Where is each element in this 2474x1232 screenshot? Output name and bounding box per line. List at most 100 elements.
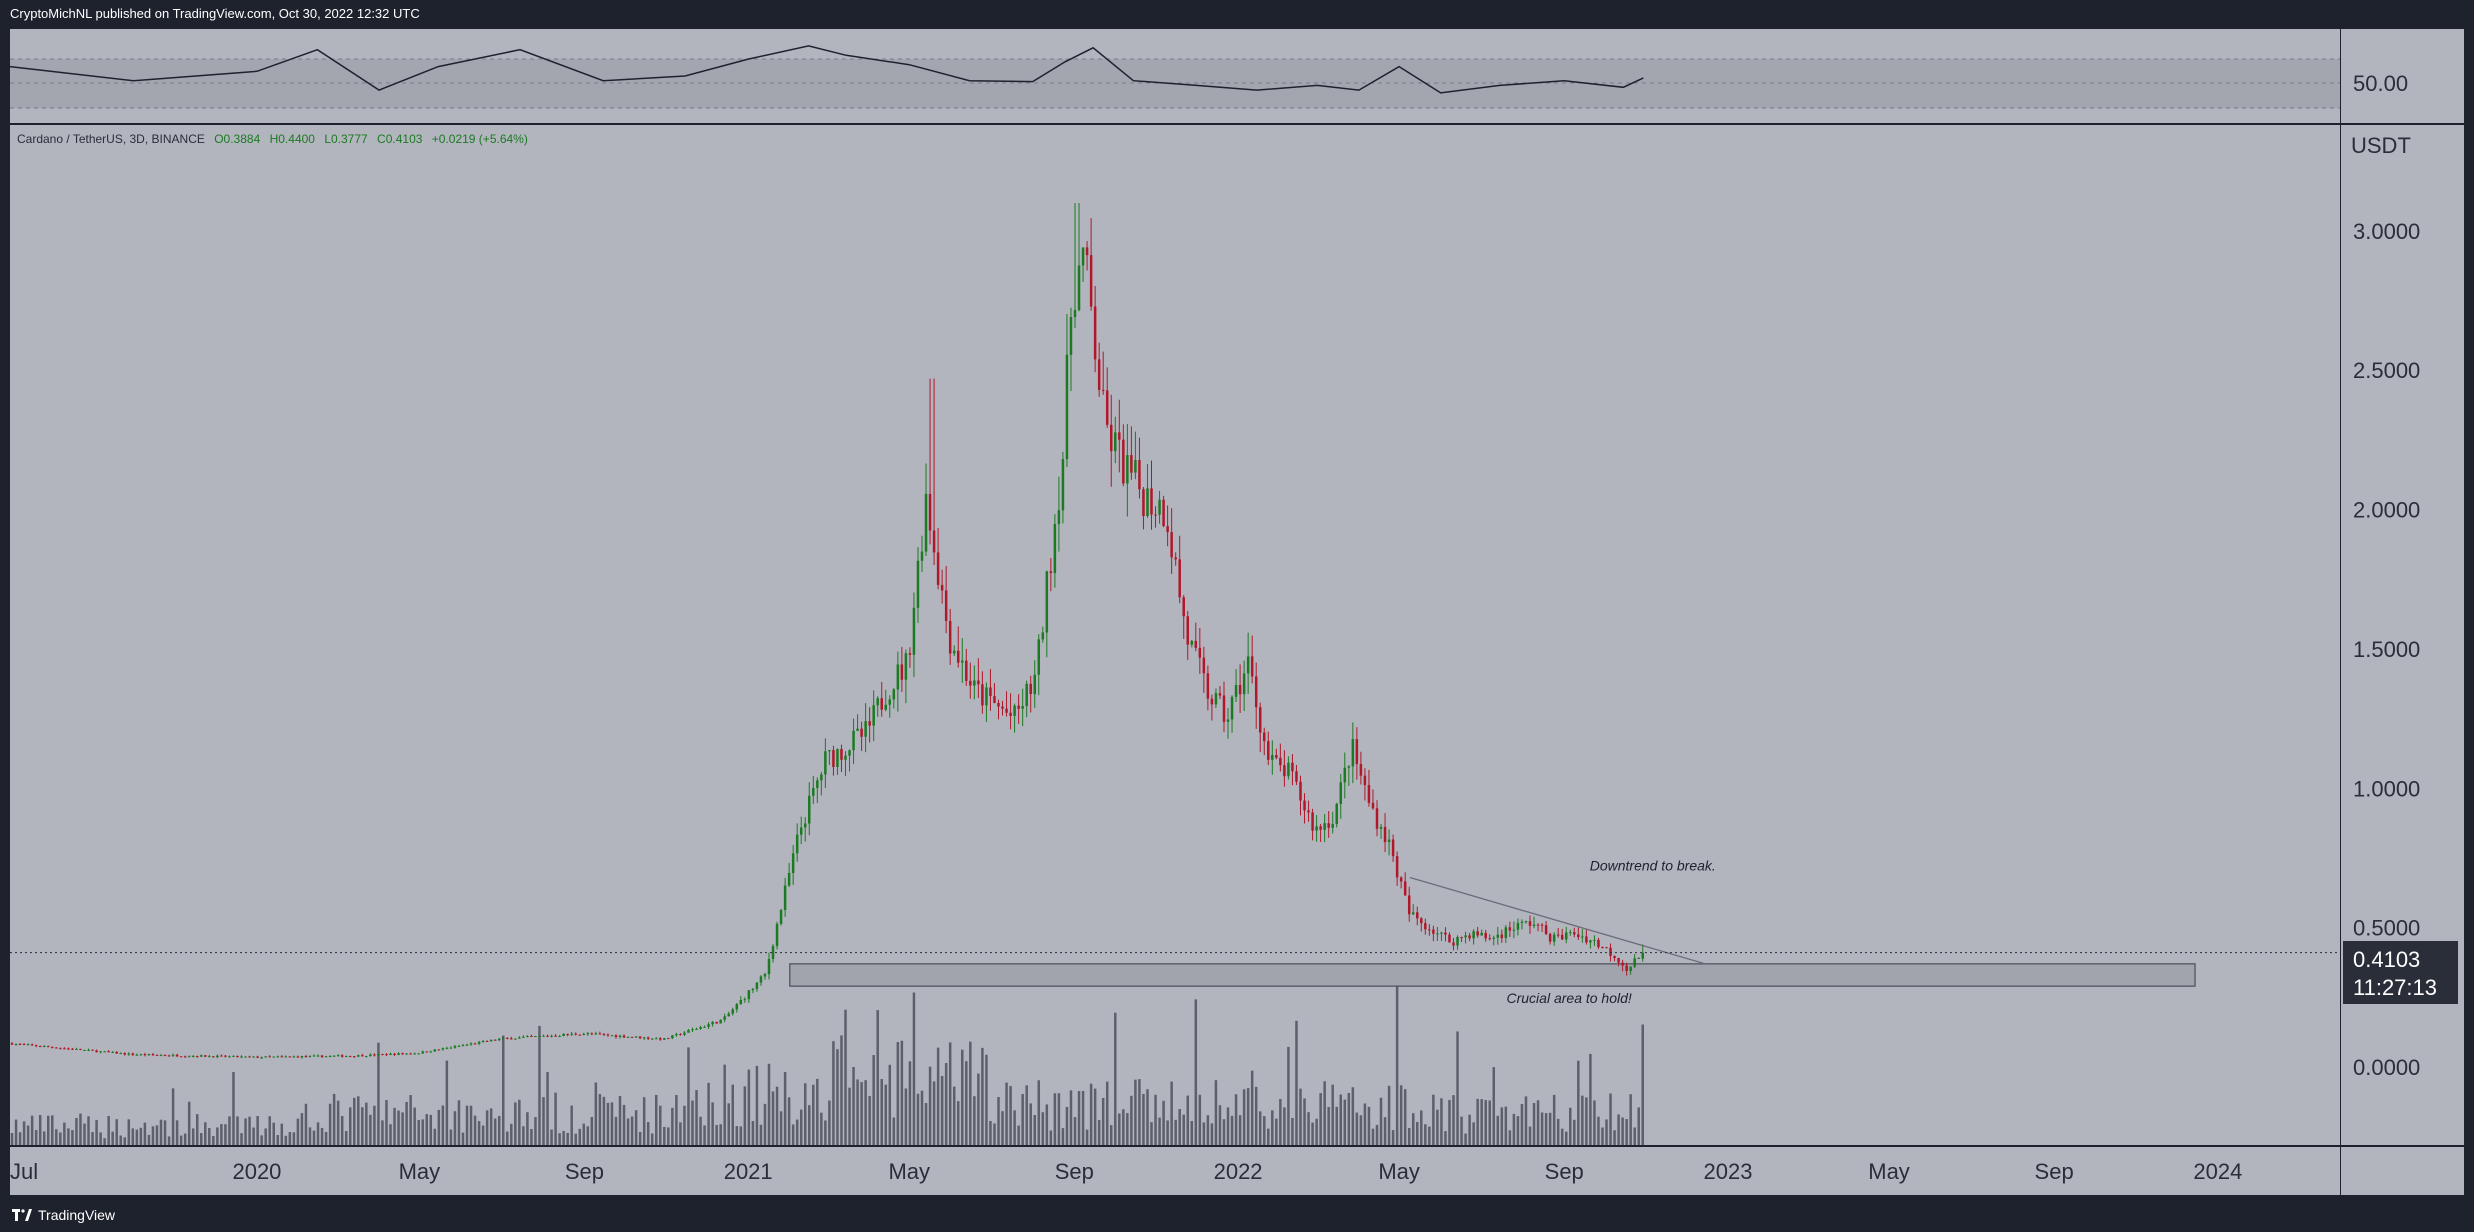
candle-body [1601, 947, 1604, 949]
volume-bar [961, 1049, 964, 1145]
candle-body [1605, 947, 1608, 949]
tradingview-logo-icon [12, 1209, 32, 1221]
time-tick: Jul [10, 1159, 38, 1184]
volume-bar [489, 1108, 493, 1145]
volume-bar [220, 1124, 223, 1145]
volume-bar [888, 1064, 892, 1145]
volume-bar [328, 1103, 332, 1145]
candle-body [393, 1053, 396, 1055]
volume-bar [1142, 1093, 1145, 1145]
volume-bar [1154, 1094, 1157, 1145]
candle-body [312, 1055, 316, 1057]
volume-bar [183, 1133, 187, 1145]
candle-body [1403, 881, 1407, 896]
volume-bar [353, 1097, 356, 1145]
candle-body [1142, 489, 1145, 517]
volume-bar [868, 1095, 871, 1145]
time-tick: May [888, 1159, 930, 1184]
volume-bar [1500, 1107, 1504, 1145]
candle-body [272, 1056, 275, 1058]
candle-body [558, 1036, 561, 1038]
rsi-price-scale[interactable] [2341, 29, 2464, 123]
volume-bar [1033, 1115, 1036, 1145]
candle-body [1411, 912, 1415, 915]
candle-body [421, 1051, 424, 1054]
volume-bar [1424, 1124, 1427, 1145]
footer-brand[interactable]: TradingView [0, 1198, 2474, 1232]
candle-body [26, 1044, 30, 1046]
volume-bar [284, 1135, 288, 1145]
candle-body [1311, 812, 1314, 831]
candle-body [1017, 705, 1020, 709]
candle-body [1456, 936, 1459, 946]
volume-bar [1528, 1126, 1532, 1145]
candle-body [1287, 762, 1290, 777]
candle-body [868, 721, 871, 726]
volume-bar [437, 1109, 441, 1145]
time-tick: May [1378, 1159, 1420, 1184]
volume-bar [348, 1107, 352, 1145]
candle-body [856, 728, 859, 731]
volume-bar [155, 1125, 159, 1145]
candle-body [1387, 839, 1391, 843]
candle-body [675, 1034, 678, 1036]
volume-bar [272, 1122, 275, 1145]
candle-body [530, 1036, 533, 1038]
support-zone-box[interactable] [789, 963, 2196, 987]
volume-bar [687, 1047, 690, 1145]
volume-bar [582, 1123, 586, 1145]
downtrend-annotation[interactable]: Downtrend to break. [1590, 857, 1716, 873]
volume-bar [1311, 1122, 1314, 1145]
candle-body [187, 1056, 191, 1058]
candle-body [1053, 524, 1057, 574]
volume-bar [542, 1097, 545, 1145]
volume-bar [912, 992, 916, 1145]
volume-bar [1234, 1094, 1238, 1145]
candle-body [1452, 942, 1455, 946]
volume-bar [453, 1111, 457, 1145]
candle-body [755, 982, 759, 989]
volume-bar [344, 1131, 348, 1145]
candle-body [767, 958, 771, 975]
candle-body [469, 1043, 473, 1045]
candle-body [300, 1056, 304, 1058]
candle-body [131, 1053, 135, 1055]
candle-body [526, 1036, 529, 1038]
candle-body [582, 1033, 586, 1035]
candle-body [1134, 460, 1137, 473]
volume-bar [465, 1105, 469, 1145]
volume-bar [1315, 1118, 1318, 1145]
downtrend-line[interactable] [1409, 876, 1706, 965]
volume-bar [860, 1082, 863, 1145]
volume-bar [1508, 1130, 1512, 1145]
candle-body [936, 552, 940, 585]
volume-bar [884, 1084, 888, 1145]
volume-bar [373, 1105, 376, 1145]
time-scale[interactable] [10, 1147, 2340, 1195]
volume-bar [590, 1116, 594, 1145]
volume-bar [510, 1123, 513, 1145]
volume-bar [779, 1111, 783, 1145]
candle-body [1073, 310, 1077, 318]
volume-bar [481, 1125, 485, 1145]
volume-bar [775, 1086, 779, 1145]
candle-body [1476, 931, 1479, 936]
volume-bar [876, 1010, 879, 1145]
main-pane-background[interactable] [10, 125, 2340, 1145]
volume-bar [1097, 1120, 1101, 1145]
volume-bar [1633, 1127, 1636, 1145]
candle-body [139, 1054, 143, 1056]
symbol-legend[interactable]: Cardano / TetherUS, 3D, BINANCE O0.3884 … [17, 132, 528, 146]
candle-body [324, 1056, 328, 1058]
volume-bar [1017, 1125, 1020, 1145]
candle-body [1234, 685, 1238, 697]
candle-body [1335, 803, 1338, 825]
candle-body [1258, 707, 1262, 733]
candle-body [397, 1053, 400, 1055]
crucial-area-annotation[interactable]: Crucial area to hold! [1507, 990, 1632, 1006]
candle-body [1299, 781, 1302, 801]
candle-body [208, 1056, 211, 1058]
volume-bar [751, 1120, 755, 1145]
candle-body [1548, 934, 1552, 942]
